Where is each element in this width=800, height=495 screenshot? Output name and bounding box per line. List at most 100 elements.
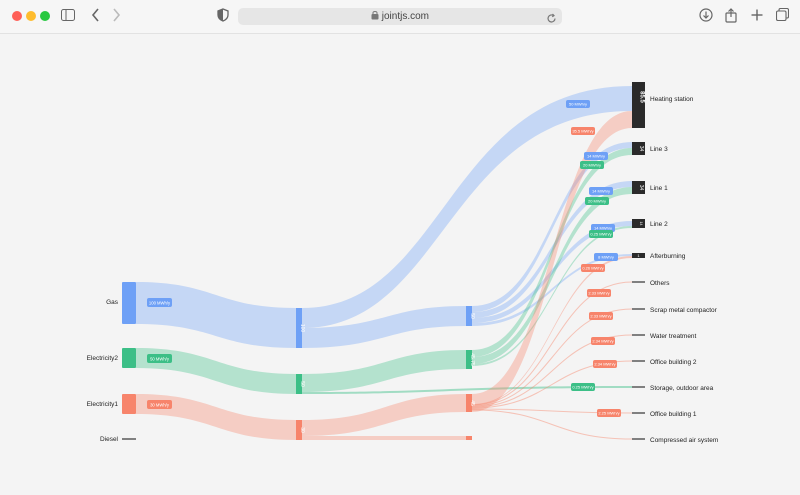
node-electricity1[interactable] xyxy=(122,394,136,414)
address-bar[interactable]: jointjs.com xyxy=(238,8,562,25)
flow-badge xyxy=(584,152,608,160)
target-node-line1-value: 34 xyxy=(638,185,644,191)
mid-node-electricity1[interactable] xyxy=(296,420,302,440)
flow-badge-text: 35.5 MWh/y xyxy=(572,129,593,134)
flow-badge-text: 2.25 MWh/y xyxy=(598,411,619,416)
flow-badge xyxy=(597,409,621,417)
flow-electricity2-hub-to-line1[interactable] xyxy=(472,187,632,364)
label-heating-station: Heating station xyxy=(650,96,694,103)
flow-electricity1-to-hub[interactable] xyxy=(302,394,466,436)
hub-node-electricity2[interactable] xyxy=(466,350,472,369)
sankey-canvas: Gas Electricity2 Electricity1 Diesel 100… xyxy=(0,34,800,490)
new-tab-plus-icon[interactable] xyxy=(751,8,763,24)
share-icon[interactable] xyxy=(725,8,737,26)
flow-badge-text: 2.34 MWh/y xyxy=(594,362,615,367)
label-gas: Gas xyxy=(106,299,119,306)
label-office-building-2: Office building 2 xyxy=(650,359,697,366)
flow-badge xyxy=(571,383,595,391)
flow-electricity2-to-mid[interactable] xyxy=(136,348,296,394)
tabs-overview-icon[interactable] xyxy=(775,7,790,24)
shield-icon[interactable] xyxy=(217,8,229,25)
zoom-window-button[interactable] xyxy=(40,11,50,21)
node-electricity2[interactable] xyxy=(122,348,136,368)
flow-badge xyxy=(589,312,613,320)
node-gas[interactable] xyxy=(122,282,136,324)
flow-badge-text: 0.25 MWh/y xyxy=(572,385,593,390)
flow-badge-text: 0.26 MWh/y xyxy=(582,266,603,271)
label-electricity1: Electricity1 xyxy=(87,401,119,408)
mid-node-electricity2-label: 50 xyxy=(299,381,305,387)
flow-electricity2-to-storage[interactable] xyxy=(302,386,632,394)
flow-badge xyxy=(589,187,613,195)
label-compressed-air: Compressed air system xyxy=(650,437,718,444)
target-node-line1[interactable] xyxy=(632,181,645,194)
flow-badge xyxy=(589,230,613,238)
mid-node-electricity2[interactable] xyxy=(296,374,302,394)
flow-badge-text: 14 MWh/y xyxy=(592,189,610,194)
flow-gas-hub-to-line2[interactable] xyxy=(472,221,632,323)
flow-badge xyxy=(587,289,611,297)
flow-badge-text: 2.33 MWh/y xyxy=(590,314,611,319)
flow-gas-to-heating-station[interactable] xyxy=(302,86,632,328)
label-line3: Line 3 xyxy=(650,146,668,153)
hub-node-gas[interactable] xyxy=(466,306,472,326)
target-node-line3-value: 34 xyxy=(638,146,644,152)
hub-node-electricity1[interactable] xyxy=(466,394,472,412)
minimize-window-button[interactable] xyxy=(26,11,36,21)
flow-badge xyxy=(566,100,590,108)
label-diesel: Diesel xyxy=(100,436,119,443)
browser-toolbar: jointjs.com xyxy=(0,0,800,34)
flow-badge xyxy=(571,127,595,135)
hub-node-diesel[interactable] xyxy=(466,436,472,440)
flow-badge xyxy=(581,264,605,272)
target-node-afterburning[interactable] xyxy=(632,253,645,258)
flow-electricity1-to-mid[interactable] xyxy=(136,394,296,440)
flow-gas-hub-to-line3[interactable] xyxy=(472,142,632,312)
sidebar-icon[interactable] xyxy=(61,8,75,24)
target-node-heating-station-value: 85.5 xyxy=(639,91,645,103)
flow-electricity1-hub-to-heating-station[interactable] xyxy=(472,111,632,412)
flow-gas-hub-to-afterburning[interactable] xyxy=(472,254,632,326)
target-node-heating-station[interactable] xyxy=(632,82,645,128)
download-icon[interactable] xyxy=(699,8,713,25)
label-scrap-metal: Scrap metal compactor xyxy=(650,307,718,314)
flow-badge-text: 20 MWh/y xyxy=(588,199,606,204)
badge-electricity2-text: 50 MWh/y xyxy=(150,357,170,362)
flow-diesel-to-hub[interactable] xyxy=(302,436,466,440)
forward-chevron-icon[interactable] xyxy=(111,8,121,25)
mid-node-gas[interactable] xyxy=(296,308,302,348)
sankey-diagram: Gas Electricity2 Electricity1 Diesel 100… xyxy=(87,82,718,444)
target-node-line2[interactable] xyxy=(632,219,645,228)
target-node-line2-value: 14 xyxy=(639,222,643,226)
flow-badge-text: 14 MWh/y xyxy=(594,226,612,231)
reload-icon[interactable] xyxy=(546,11,557,29)
label-water-treatment: Water treatment xyxy=(650,333,697,340)
label-line2: Line 2 xyxy=(650,221,668,228)
flow-gas-to-hub[interactable] xyxy=(302,306,466,348)
target-node-line3[interactable] xyxy=(632,142,645,155)
badge-electricity1 xyxy=(147,400,172,409)
mid-node-gas-label: 100 xyxy=(299,324,305,333)
badge-gas-text: 100 MWh/y xyxy=(149,301,171,306)
flow-badge-text: 8 MWh/y xyxy=(598,255,614,260)
flow-badge xyxy=(585,197,609,205)
flow-electricity2-hub-to-line2[interactable] xyxy=(472,226,632,366)
flow-thin-compressed-air[interactable] xyxy=(471,409,633,440)
hub-node-electricity1-label: 45 xyxy=(469,400,475,406)
flow-gas-to-mid[interactable] xyxy=(136,282,296,348)
label-line1: Line 1 xyxy=(650,185,668,192)
flow-thin-others[interactable] xyxy=(471,281,633,406)
target-node-afterburning-value: 1 xyxy=(637,253,640,258)
flow-electricity2-to-hub[interactable] xyxy=(302,350,466,392)
flow-badge-text: 14 MWh/y xyxy=(587,154,605,159)
back-chevron-icon[interactable] xyxy=(91,8,101,25)
flow-gas-hub-to-line1[interactable] xyxy=(472,181,632,318)
close-window-button[interactable] xyxy=(12,11,22,21)
label-afterburning: Afterburning xyxy=(650,253,686,260)
flow-electricity2-hub-to-line3[interactable] xyxy=(472,148,632,357)
flow-electricity1-hub-to-afterburning[interactable] xyxy=(472,256,632,405)
url-text: jointjs.com xyxy=(381,11,430,22)
badge-gas xyxy=(147,298,172,307)
hub-node-gas-label: 50 xyxy=(469,313,475,319)
flow-badge-text: 50 MWh/y xyxy=(569,102,587,107)
